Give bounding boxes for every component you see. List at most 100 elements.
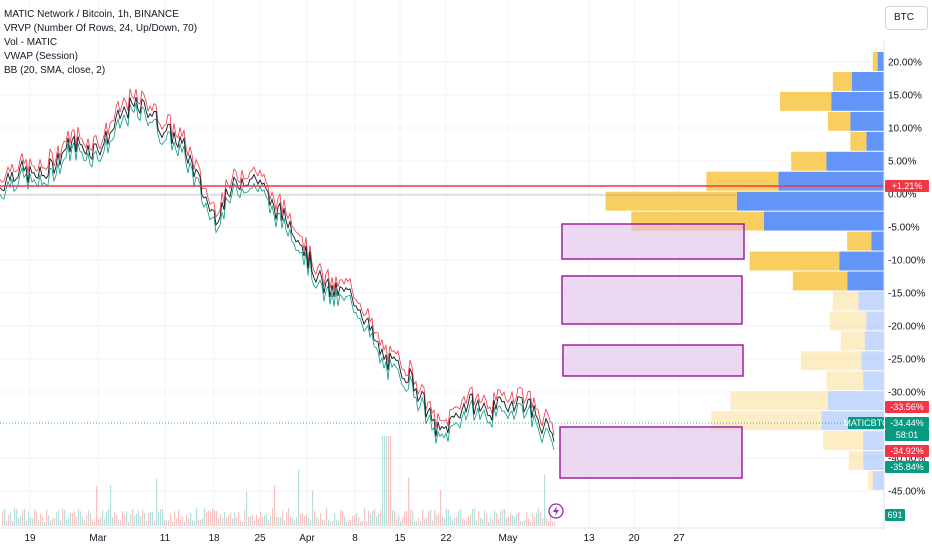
volume-bar [532,513,534,526]
volume-bar [22,510,24,526]
volume-bar [180,519,182,526]
volume-bar [166,520,168,526]
volume-profile-down [780,91,832,111]
volume-profile-down [711,411,822,431]
legend-bollinger[interactable]: BB (20, SMA, close, 2) [4,65,106,76]
volume-bar [418,518,420,526]
volume-bar [252,514,254,526]
volume-bar [182,516,184,526]
volume-bar [388,436,390,526]
volume-bar [524,520,526,526]
volume-bar [32,518,34,526]
volume-bar [60,520,62,526]
volume-bar [230,512,232,526]
volume-bar [250,516,252,526]
legend-vwap[interactable]: VWAP (Session) [4,51,78,62]
symbol-title[interactable]: MATIC Network / Bitcoin, 1h, BINANCE [4,9,179,20]
volume-profile-down [823,431,864,451]
legend-volume[interactable]: Vol - MATIC [4,37,58,48]
volume-bar [376,516,378,526]
volume-bar [24,508,26,526]
volume-bar [332,521,334,526]
volume-profile-up [847,271,884,291]
volume-bar [44,521,46,526]
volume-bar [464,519,466,526]
volume-bar [448,509,450,526]
volume-bar [290,516,292,526]
price-tick-label: -40.00% [888,454,925,465]
volume-bar [454,517,456,526]
volume-profile-down [868,471,873,490]
volume-bar [126,510,128,526]
symbol-input[interactable]: BTC [885,6,928,30]
volume-bar [100,517,102,526]
volume-bar [64,510,66,526]
rectangle-drawing[interactable] [561,223,745,260]
volume-bar [304,515,306,526]
volume-bar [336,519,338,526]
volume-bar [350,519,352,526]
volume-profile-up [858,291,884,311]
volume-bar [148,513,150,526]
volume-bar [94,521,96,526]
volume-bar [72,512,74,526]
volume-profile-up [864,331,884,351]
volume-bar [118,519,120,526]
volume-bar [242,521,244,526]
volume-bar [172,521,174,526]
volume-bar [90,513,92,526]
volume-bar [404,511,406,526]
volume-profile-up [778,171,884,191]
price-badge-label: -34.44% [890,418,924,428]
volume-bar [530,521,532,526]
volume-bar [494,511,496,526]
indicator-legend: MATIC Network / Bitcoin, 1h, BINANCE VRV… [4,8,197,78]
volume-bar [78,509,80,526]
volume-bar [34,509,36,526]
price-axis[interactable]: 20.00% 15.00% 10.00% 5.00% 0.00% -5.00% -10.00… [888,58,925,498]
volume-bar [438,513,440,526]
volume-bar [324,520,326,526]
volume-bar [548,521,550,526]
volume-bar [112,517,114,526]
volume-bar [150,511,152,526]
volume-bar [186,514,188,526]
volume-bar [370,513,372,526]
price-tick-label: 10.00% [888,124,922,135]
time-tick-label: Apr [299,533,315,544]
volume-bar [80,511,82,526]
volume-bar [384,436,386,526]
lightning-icon[interactable] [548,503,564,519]
volume-bar [192,520,194,526]
volume-bar [362,520,364,526]
volume-bar [84,520,86,526]
volume-bar [208,510,210,526]
volume-bar [422,509,424,526]
volume-bar [310,520,312,526]
volume-bar [82,516,84,526]
volume-bar [238,512,240,526]
volume-bar [358,517,360,526]
legend-vrvp[interactable]: VRVP (Number Of Rows, 24, Up/Down, 70) [4,23,198,34]
volume-bar [442,516,444,526]
volume-bar [286,512,288,526]
volume-bar [214,510,216,526]
price-tick-label: 20.00% [888,58,922,69]
time-tick-label: May [499,533,518,544]
volume-bar [284,520,286,526]
volume-bar [398,515,400,526]
time-axis[interactable]: 19 Mar 11 18 25 Apr 8 15 22 May 13 20 27 [24,533,685,544]
bollinger-lower-line [0,103,555,451]
volume-bar [386,436,388,526]
volume-profile-up [736,191,884,211]
volume-bar [436,514,438,526]
rectangle-drawing[interactable] [559,426,743,479]
volume-bar [62,508,64,526]
volume-bar [472,509,474,526]
rectangle-drawing[interactable] [562,344,744,377]
volume-bar [76,516,78,526]
volume-bar [392,509,394,526]
volume-bar [360,521,362,526]
rectangle-drawing[interactable] [561,275,743,325]
